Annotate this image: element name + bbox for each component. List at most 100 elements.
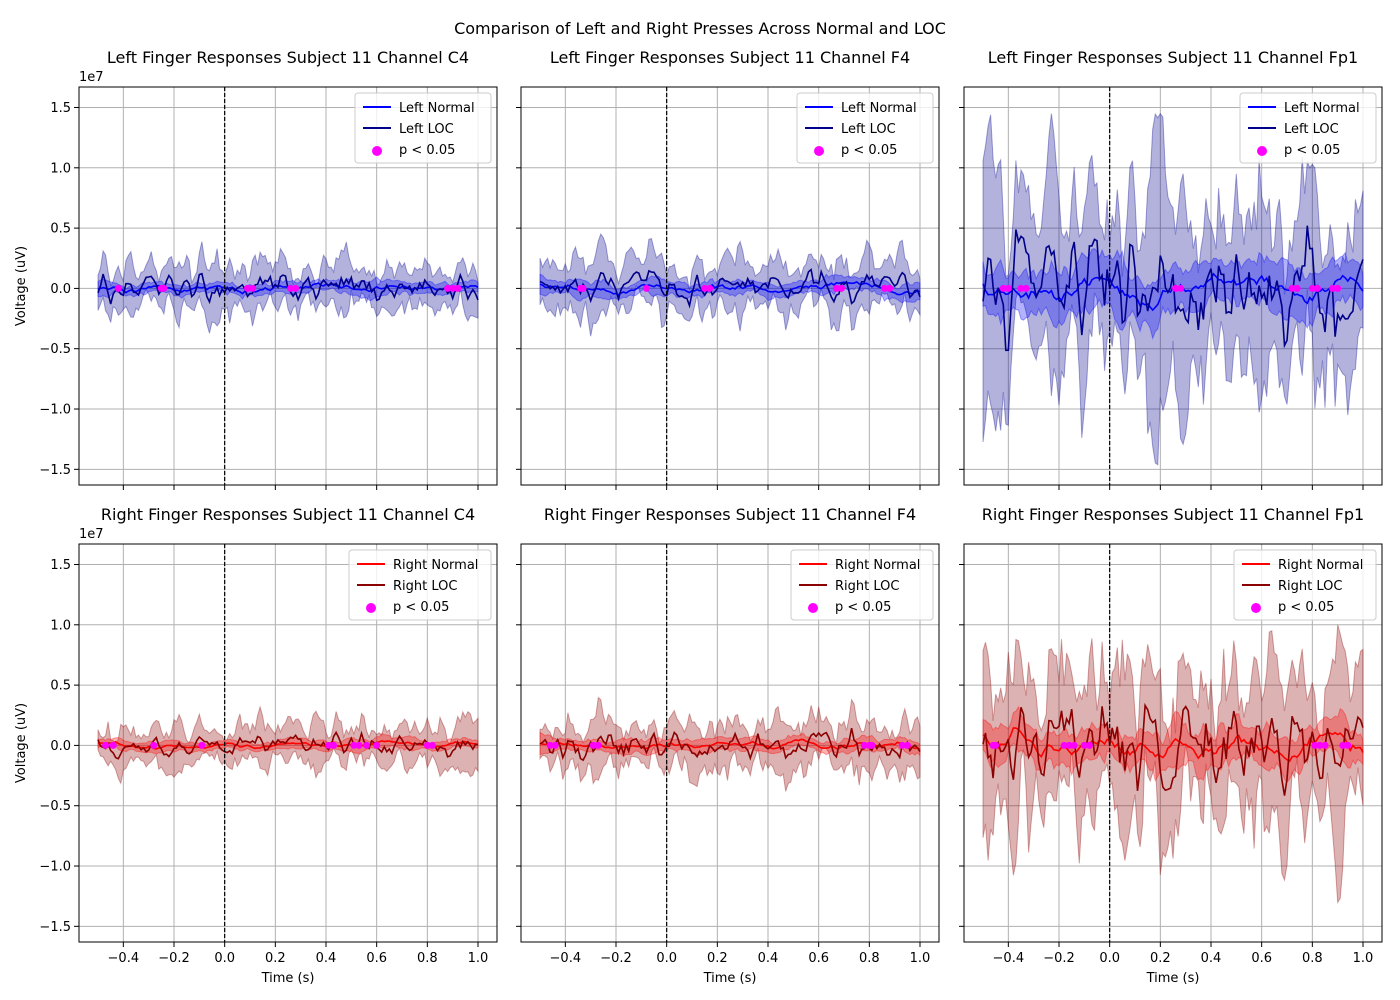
y-tick-label: −0.5	[39, 799, 71, 814]
subplot-title: Right Finger Responses Subject 11 Channe…	[101, 505, 475, 524]
subplot-4: −0.4 −0.2 0.0 0.2 0.4 0.6 0.8 1.0 −1.5 −1.0 −0.5 0.…	[14, 505, 498, 986]
x-tick-label: 0.4	[758, 951, 779, 966]
significance-marker	[551, 741, 559, 749]
y-tick-label: 1.0	[50, 618, 71, 633]
legend: Right Normal Right LOC p < 0.05	[790, 549, 934, 621]
significance-marker	[114, 284, 122, 292]
y-tick-label: 0.0	[50, 282, 71, 297]
significance-marker	[903, 741, 911, 749]
subplot-2: Left Finger Responses Subject 11 Channel…	[516, 48, 940, 490]
y-tick-label: −1.5	[39, 920, 71, 935]
subplot-5: −0.4 −0.2 0.0 0.2 0.4 0.6 0.8 1.0 Right Finger R…	[516, 505, 940, 986]
legend-box	[348, 549, 492, 621]
significance-marker	[1070, 741, 1078, 749]
significance-marker	[350, 741, 358, 749]
significance-marker	[860, 741, 868, 749]
significance-marker	[243, 284, 251, 292]
significance-marker	[1316, 741, 1324, 749]
x-tick-label: 0.2	[265, 951, 286, 966]
x-tick-label: −0.4	[993, 951, 1025, 966]
legend-swatch-marker	[808, 603, 818, 613]
significance-marker	[886, 284, 894, 292]
significance-marker	[999, 284, 1007, 292]
significance-marker	[1293, 284, 1301, 292]
x-axis-label: Time (s)	[703, 971, 757, 986]
x-axis-label: Time (s)	[1146, 971, 1200, 986]
x-tick-label: 0.0	[656, 951, 677, 966]
significance-marker	[701, 284, 709, 292]
figure-suptitle: Comparison of Left and Right Presses Acr…	[454, 19, 946, 38]
significance-marker	[1004, 284, 1012, 292]
significance-marker	[1080, 741, 1088, 749]
x-tick-label: 0.6	[366, 951, 387, 966]
legend-box	[1239, 92, 1377, 164]
significance-marker	[287, 284, 295, 292]
x-tick-label: −0.2	[158, 951, 190, 966]
legend: Left Normal Left LOC p < 0.05	[1239, 92, 1377, 164]
x-tick-label: 1.0	[468, 951, 489, 966]
x-tick-label: 0.2	[707, 951, 728, 966]
significance-marker	[428, 741, 436, 749]
significance-marker	[1017, 284, 1025, 292]
axes-frame	[963, 86, 1383, 486]
significance-marker	[594, 741, 602, 749]
legend-swatch-marker	[814, 146, 824, 156]
x-tick-label: 0.4	[1201, 951, 1222, 966]
significance-marker	[898, 741, 906, 749]
significance-marker	[1334, 284, 1342, 292]
significance-markers	[114, 284, 462, 292]
loc-mean-line	[97, 730, 479, 760]
significance-markers	[102, 741, 436, 749]
significance-marker	[1288, 284, 1296, 292]
normal-error-band	[982, 705, 1364, 783]
subplot-title: Left Finger Responses Subject 11 Channel…	[550, 48, 910, 67]
legend-swatch-marker	[1251, 603, 1261, 613]
x-tick-label: −0.2	[1043, 951, 1075, 966]
significance-marker	[992, 741, 1000, 749]
y-tick-label: 1.5	[50, 101, 71, 116]
loc-mean-line	[982, 225, 1364, 352]
x-tick-label: 0.8	[417, 951, 438, 966]
subplot-6: −0.4 −0.2 0.0 0.2 0.4 0.6 0.8 1.0 Right Finger R…	[959, 505, 1383, 986]
legend-swatch-marker	[366, 603, 376, 613]
normal-mean-line	[539, 280, 921, 296]
subplot-1: −1.5 −1.0 −0.5 0.0 0.5 1.0 1.5 Left Finger Resp…	[14, 48, 498, 490]
legend-entry-label: p < 0.05	[1284, 143, 1340, 158]
significance-marker	[1321, 741, 1329, 749]
legend-entry-label: Right Normal	[393, 558, 478, 573]
legend-entry-label: p < 0.05	[841, 143, 897, 158]
y-tick-label: −1.0	[39, 860, 71, 875]
y-tick-label: −1.0	[39, 403, 71, 418]
significance-marker	[1308, 284, 1316, 292]
significance-marker	[1339, 741, 1347, 749]
y-tick-label: −0.5	[39, 342, 71, 357]
significance-marker	[1311, 741, 1319, 749]
x-tick-label: 1.0	[1353, 951, 1374, 966]
significance-marker	[706, 284, 714, 292]
significance-marker	[1177, 284, 1185, 292]
y-tick-label: −1.5	[39, 463, 71, 478]
significance-marker	[423, 741, 431, 749]
significance-marker	[546, 741, 554, 749]
y-tick-label: 0.5	[50, 679, 71, 694]
loc-error-band	[982, 624, 1364, 904]
subplot-grid: −1.5 −1.0 −0.5 0.0 0.5 1.0 1.5 Left Finger Resp…	[14, 48, 1383, 986]
legend-entry-label: p < 0.05	[835, 600, 891, 615]
significance-marker	[1065, 741, 1073, 749]
significance-marker	[102, 741, 110, 749]
significance-marker	[589, 741, 597, 749]
legend-box	[796, 92, 934, 164]
axes-frame	[963, 543, 1383, 943]
x-tick-label: −0.4	[108, 951, 140, 966]
significance-marker	[449, 284, 457, 292]
significance-marker	[881, 284, 889, 292]
x-tick-label: 0.8	[1302, 951, 1323, 966]
y-tick-label: 0.5	[50, 222, 71, 237]
y-axis-label: Voltage (uV)	[14, 246, 29, 326]
significance-marker	[642, 284, 650, 292]
x-tick-label: 0.0	[1099, 951, 1120, 966]
axes-frame	[520, 86, 940, 486]
legend-entry-label: Left Normal	[841, 101, 917, 116]
significance-marker	[1329, 284, 1337, 292]
